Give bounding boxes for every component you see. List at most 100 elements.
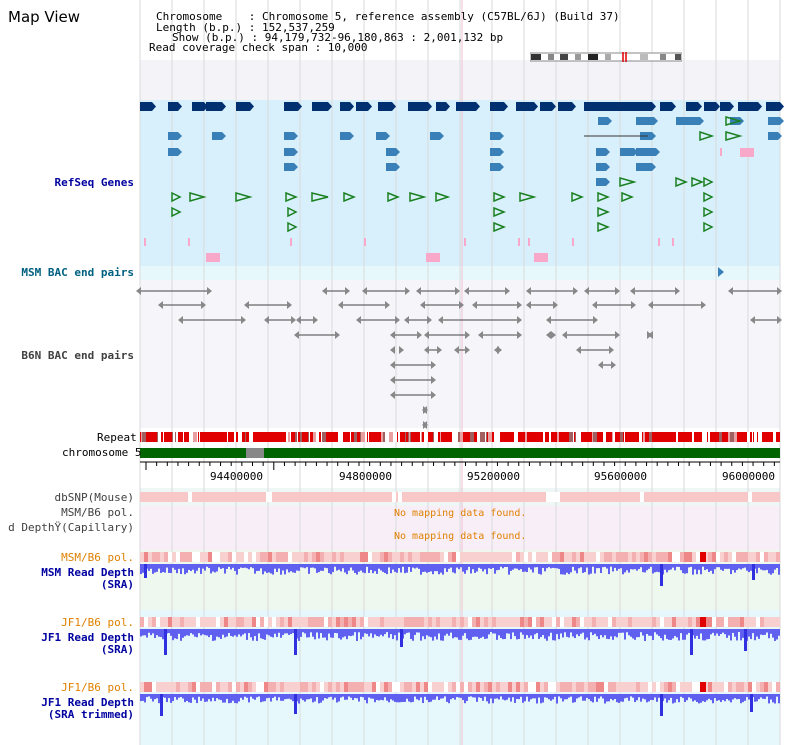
gene-strand-arrow [178, 148, 182, 156]
track-label-capillary-depth[interactable]: d DepthŸ(Capillary) [8, 521, 134, 534]
repeat-segment [424, 432, 428, 442]
read-depth-bar [554, 694, 556, 697]
read-depth-bar [238, 694, 240, 702]
bac-end-marker [416, 287, 421, 295]
track-label-jf1-pol-1[interactable]: JF1/B6 pol. [61, 616, 134, 629]
read-depth-bar [228, 694, 230, 704]
gene-strand-arrow [758, 102, 762, 111]
read-depth-bar [362, 629, 364, 637]
read-depth-bar [288, 694, 290, 699]
polymorphism-cell [312, 682, 316, 692]
track-label-msm-bac[interactable]: MSM BAC end pairs [21, 266, 134, 279]
read-depth-bar [222, 694, 224, 703]
read-depth-bar [358, 694, 360, 702]
polymorphism-cell [520, 552, 524, 562]
track-label-msm-read-depth[interactable]: MSM Read Depth [41, 566, 134, 579]
polymorphism-cell [328, 617, 332, 627]
read-depth-bar [380, 629, 382, 635]
read-depth-bar [424, 694, 426, 697]
gene-model [284, 102, 298, 111]
read-depth-bar [564, 564, 566, 575]
track-label-jf1-read-depth-trimmed[interactable]: JF1 Read Depth [41, 696, 134, 709]
track-label-repeat[interactable]: Repeat [97, 431, 137, 444]
gene-strand-arrow [652, 132, 656, 140]
read-depth-bar [392, 564, 394, 570]
polymorphism-cell [756, 617, 760, 627]
chromosome-ideogram[interactable] [530, 52, 682, 62]
read-depth-bar [516, 694, 518, 699]
repeat-segment [193, 432, 197, 442]
gene-model [140, 102, 152, 111]
polymorphism-cell [720, 617, 724, 627]
polymorphism-cell [292, 552, 296, 562]
polymorphism-cell [412, 552, 416, 562]
read-depth-bar [262, 564, 264, 575]
polymorphism-cell [528, 552, 532, 562]
gene-model [636, 148, 656, 156]
polymorphism-cell [524, 617, 528, 627]
track-label-dbsnp[interactable]: dbSNP(Mouse) [54, 491, 134, 504]
read-depth-bar [678, 694, 680, 703]
gene-marker [290, 238, 292, 246]
read-depth-bar [768, 694, 770, 704]
read-depth-bar [218, 629, 220, 638]
track-label-chromosome[interactable]: chromosome 5 [62, 446, 142, 459]
gene-strand-arrow [328, 102, 332, 111]
read-depth-bar [148, 629, 150, 633]
read-depth-bar [230, 629, 232, 636]
polymorphism-cell [380, 617, 384, 627]
read-depth-bar [488, 564, 490, 569]
read-depth-bar [234, 564, 236, 571]
track-label-jf1-read-depth[interactable]: JF1 Read Depth [41, 631, 134, 644]
track-label-msm-pol-2[interactable]: MSM/B6 pol. [61, 551, 134, 564]
polymorphism-cell [676, 617, 680, 627]
read-depth-bar [394, 564, 396, 572]
gene-model [284, 163, 294, 171]
read-depth-bar [374, 629, 376, 635]
read-depth-bar [376, 629, 378, 637]
read-depth-bar [210, 564, 212, 574]
gene-model [490, 148, 500, 156]
gene-strand-arrow [294, 163, 298, 171]
polymorphism-cell [724, 552, 728, 562]
polymorphism-cell [652, 552, 656, 562]
track-label-b6n-bac[interactable]: B6N BAC end pairs [21, 349, 134, 362]
polymorphism-cell [172, 682, 176, 692]
read-depth-bar [346, 629, 348, 640]
read-depth-bar [554, 629, 556, 641]
polymorphism-cell [676, 552, 680, 562]
read-depth-bar [628, 629, 630, 636]
track-label-jf1-pol-2[interactable]: JF1/B6 pol. [61, 681, 134, 694]
polymorphism-cell [744, 552, 748, 562]
read-depth-bar [668, 629, 670, 640]
read-depth-bar [340, 564, 342, 572]
polymorphism-cell [624, 552, 628, 562]
read-depth-bar [210, 629, 212, 635]
read-depth-bar [482, 694, 484, 701]
read-depth-bar [462, 694, 464, 701]
read-depth-bar [280, 694, 282, 701]
read-depth-bar [276, 694, 278, 701]
polymorphism-cell [644, 682, 648, 692]
read-depth-bar [530, 694, 532, 700]
read-depth-bar [192, 629, 194, 635]
read-depth-bar [394, 629, 396, 636]
gene-strand-arrow [606, 163, 610, 171]
repeat-segment [398, 432, 399, 442]
polymorphism-cell [192, 552, 196, 562]
bac-end-marker [593, 316, 598, 324]
read-depth-bar [384, 564, 386, 573]
polymorphism-cell [724, 682, 728, 692]
read-depth-bar [710, 564, 712, 571]
track-label-refseq[interactable]: RefSeq Genes [54, 176, 134, 189]
track-label-msm-pol-1[interactable]: MSM/B6 pol. [61, 506, 134, 519]
read-depth-bar [454, 564, 456, 574]
read-depth-bar [696, 564, 698, 575]
read-depth-bar [430, 564, 432, 572]
read-depth-bar [646, 629, 648, 634]
read-depth-bar [350, 694, 352, 698]
read-depth-bar [170, 629, 172, 636]
gene-model [703, 176, 714, 188]
read-depth-spike [144, 564, 147, 578]
